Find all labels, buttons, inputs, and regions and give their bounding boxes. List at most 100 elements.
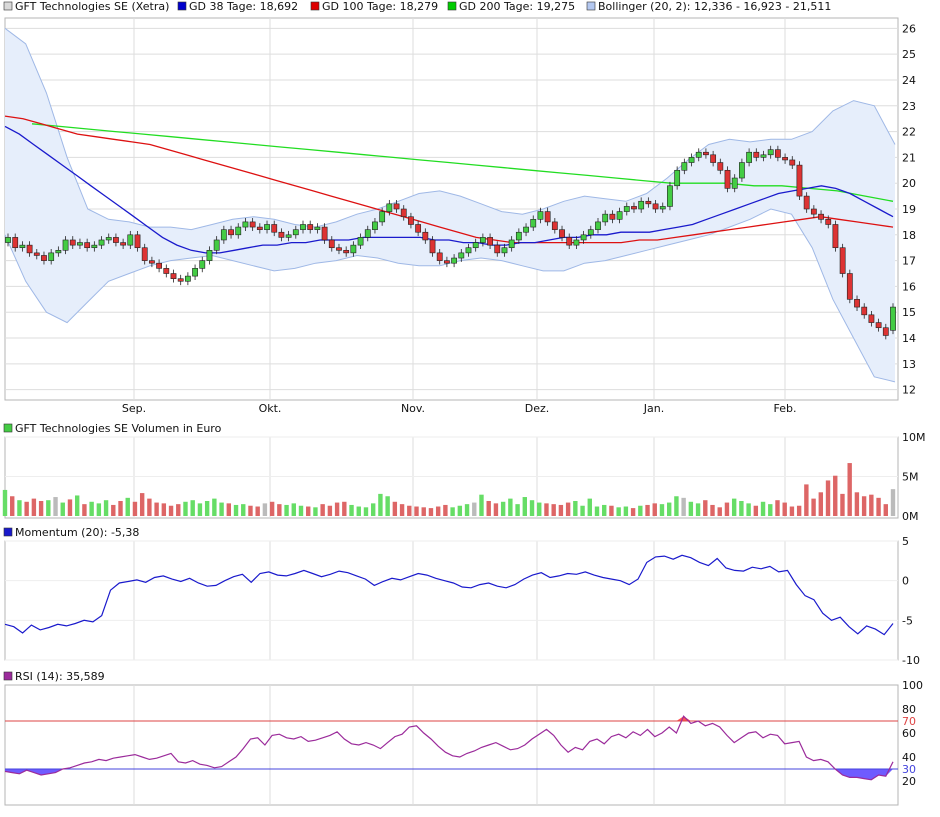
- chart-layer: 12 13 14 15 16 17 18 19 20 21 22 23 24 25 26 Sep. Okt. No…: [2, 17, 926, 806]
- volume-bar: [731, 498, 737, 516]
- price-x-tick-label: Sep.: [122, 402, 146, 415]
- candle-up: [379, 211, 386, 223]
- volume-bar: [479, 494, 484, 516]
- rsi-title: RSI (14): 35,589: [15, 670, 105, 683]
- candle-down: [26, 244, 33, 254]
- candle-down: [810, 208, 817, 215]
- rsi-y-tick-label: 100: [902, 679, 923, 692]
- volume-bar: [10, 496, 15, 516]
- candle-down: [868, 314, 875, 323]
- volume-bar: [334, 502, 340, 516]
- volume-bar: [190, 500, 195, 516]
- candle-up: [300, 224, 306, 230]
- candle-down: [825, 219, 832, 225]
- price-y-tick-label: 16: [902, 280, 916, 293]
- momentum-line: [4, 554, 894, 636]
- volume-bar: [825, 480, 831, 516]
- volume-bar: [681, 497, 686, 516]
- legend-swatch-stock: [3, 1, 13, 11]
- price-x-tick-label: Okt.: [259, 402, 282, 415]
- candle-down: [33, 252, 40, 256]
- volume-bar: [854, 492, 860, 516]
- volume-bar: [457, 505, 463, 516]
- candle-up: [515, 231, 522, 241]
- volume-bar: [796, 505, 802, 516]
- volume-bar: [17, 500, 22, 516]
- volume-bar: [349, 504, 354, 516]
- legend-swatch-rsi: [3, 671, 13, 681]
- volume-bar: [659, 504, 665, 516]
- volume-bar: [53, 497, 58, 516]
- momentum-legend: Momentum (20): -5,38: [3, 526, 139, 539]
- momentum-y-tick-label: -10: [902, 654, 920, 667]
- volume-bar: [291, 503, 296, 516]
- candle-down: [177, 278, 184, 282]
- candle-up: [314, 226, 321, 230]
- candle-up: [746, 151, 752, 163]
- volume-bar: [204, 500, 210, 516]
- candle-down: [84, 242, 91, 249]
- volume-bar: [818, 492, 824, 516]
- candle-down: [631, 206, 637, 210]
- candle-down: [429, 239, 436, 254]
- candle-up: [98, 239, 105, 246]
- legend-swatch-bollinger: [586, 1, 596, 11]
- volume-bar: [248, 505, 253, 516]
- volume-bar: [103, 500, 109, 516]
- volume-bar: [96, 503, 102, 516]
- volume-bar: [118, 500, 123, 516]
- candle-down: [170, 273, 177, 279]
- price-y-tick-label: 26: [902, 22, 916, 35]
- volume-bar: [67, 499, 73, 516]
- candle-down: [120, 242, 127, 246]
- momentum-y-tick-label: -5: [902, 614, 913, 627]
- candle-up: [220, 229, 227, 241]
- volume-bar: [399, 504, 405, 516]
- candle-up: [372, 221, 378, 230]
- volume-bar: [638, 505, 643, 516]
- volume-bar: [82, 504, 87, 516]
- price-y-tick-label: 23: [902, 100, 916, 113]
- volume-bar: [616, 507, 621, 516]
- volume-bar: [724, 502, 730, 516]
- volume-bar: [320, 504, 325, 516]
- bollinger-band-area: [5, 28, 895, 382]
- candle-up: [386, 203, 393, 212]
- candle-down: [846, 273, 853, 300]
- candle-down: [249, 221, 256, 228]
- candle-up: [242, 221, 249, 228]
- volume-bar: [861, 496, 867, 516]
- bollinger-upper-line: [4, 27, 896, 231]
- volume-bar: [666, 502, 672, 516]
- volume-bar: [710, 504, 715, 516]
- candle-up: [623, 206, 630, 212]
- candle-down: [882, 327, 889, 336]
- candle-down: [228, 229, 234, 236]
- price-y-tick-label: 19: [902, 203, 916, 216]
- sma100-line: [4, 115, 894, 244]
- candle-up: [667, 185, 673, 207]
- price-y-tick-label: 15: [902, 306, 916, 319]
- candle-down: [336, 247, 342, 251]
- price-x-tick-label: Jan.: [643, 402, 664, 415]
- volume-bar: [392, 501, 398, 516]
- candle-down: [609, 213, 616, 220]
- volume-bar: [89, 501, 94, 516]
- candle-down: [328, 239, 335, 249]
- price-y-tick-label: 14: [902, 332, 916, 345]
- volume-legend: GFT Technologies SE Volumen in Euro: [3, 422, 222, 435]
- candle-up: [638, 200, 645, 210]
- candle-up: [213, 239, 220, 251]
- rsi-line: [4, 715, 894, 781]
- rsi-panel-frame: [4, 684, 899, 806]
- volume-bar: [623, 506, 629, 516]
- candle-up: [890, 306, 896, 331]
- candle-down: [422, 231, 429, 241]
- volume-bar: [674, 496, 679, 516]
- volume-bar: [472, 502, 477, 516]
- candle-down: [156, 262, 162, 269]
- volume-bar: [760, 501, 766, 516]
- volume-bar: [139, 493, 145, 516]
- volume-bar: [515, 504, 520, 516]
- candle-up: [451, 257, 457, 264]
